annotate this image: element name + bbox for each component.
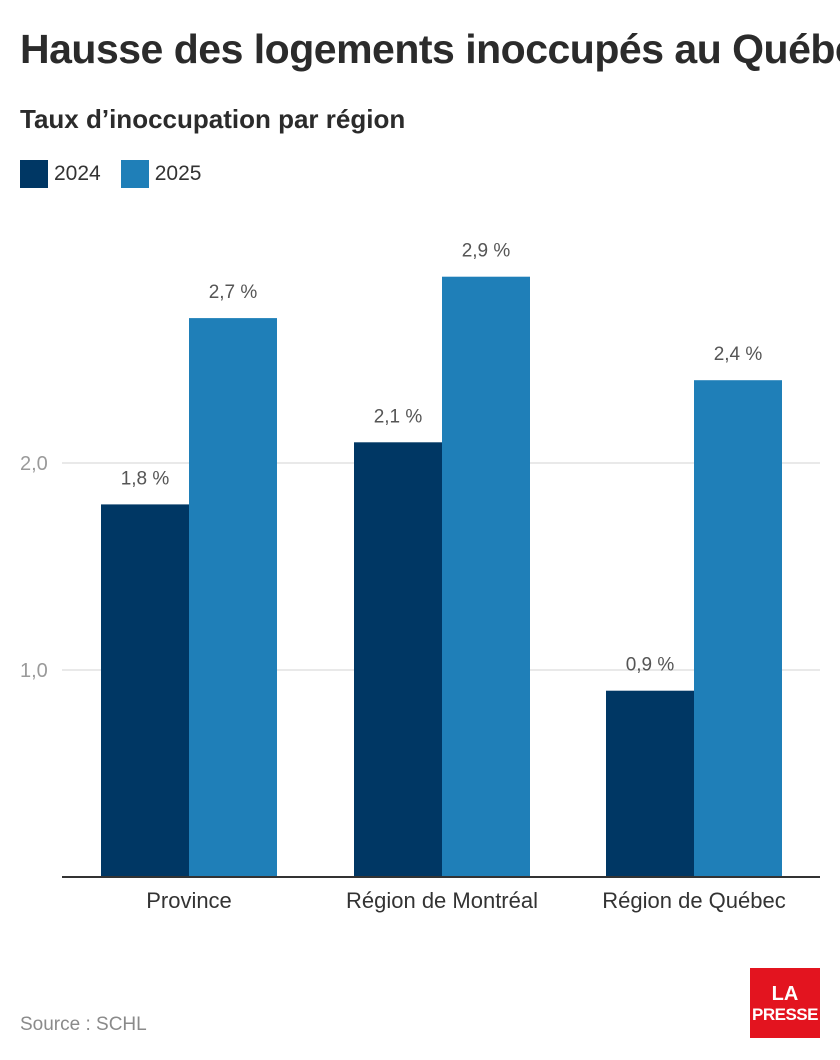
data-label-2024-1: 2,1 % <box>374 406 423 427</box>
chart-title: Hausse des logements inoccupés au Québec <box>20 26 840 72</box>
bar-2025-2 <box>694 380 782 877</box>
legend-swatch-2025 <box>120 160 149 188</box>
bar-chart: 1,0 2,0 1,8 % 2,7 % Province 2,1 % 2,9 % Région… <box>20 241 820 913</box>
data-label-2025-2: 2,4 % <box>714 344 763 365</box>
category-label-0: Province <box>146 888 232 913</box>
bar-2025-1 <box>442 276 530 877</box>
data-label-2024-2: 0,9 % <box>626 655 675 676</box>
data-label-2025-0: 2,7 % <box>209 282 258 303</box>
bar-2025-0 <box>189 318 277 878</box>
data-label-2025-1: 2,9 % <box>462 241 511 262</box>
bar-2024-1 <box>354 442 442 877</box>
legend-item-2024: 2024 <box>20 160 101 188</box>
legend-swatch-2024 <box>20 160 48 188</box>
legend-label-2024: 2024 <box>54 162 101 185</box>
legend-label-2025: 2025 <box>154 162 202 185</box>
data-label-2024-0: 1,8 % <box>121 468 170 489</box>
legend-item-2025: 2025 <box>120 160 202 188</box>
legend: 2024 2025 <box>20 160 221 188</box>
y-tick-label-1: 2,0 <box>20 453 48 475</box>
bar-2024-0 <box>101 504 189 877</box>
y-tick-label-0: 1,0 <box>20 660 48 682</box>
logo-line-1: LA <box>771 982 799 1005</box>
bar-2024-2 <box>606 690 694 877</box>
logo-line-2: PRESSE <box>752 1004 818 1024</box>
la-presse-logo: LA PRESSE <box>750 968 820 1038</box>
category-label-1: Région de Montréal <box>346 888 538 913</box>
source-note: Source : SCHL <box>20 1014 147 1035</box>
chart-subtitle: Taux d’inoccupation par région <box>20 104 406 134</box>
category-label-2: Région de Québec <box>602 888 785 913</box>
